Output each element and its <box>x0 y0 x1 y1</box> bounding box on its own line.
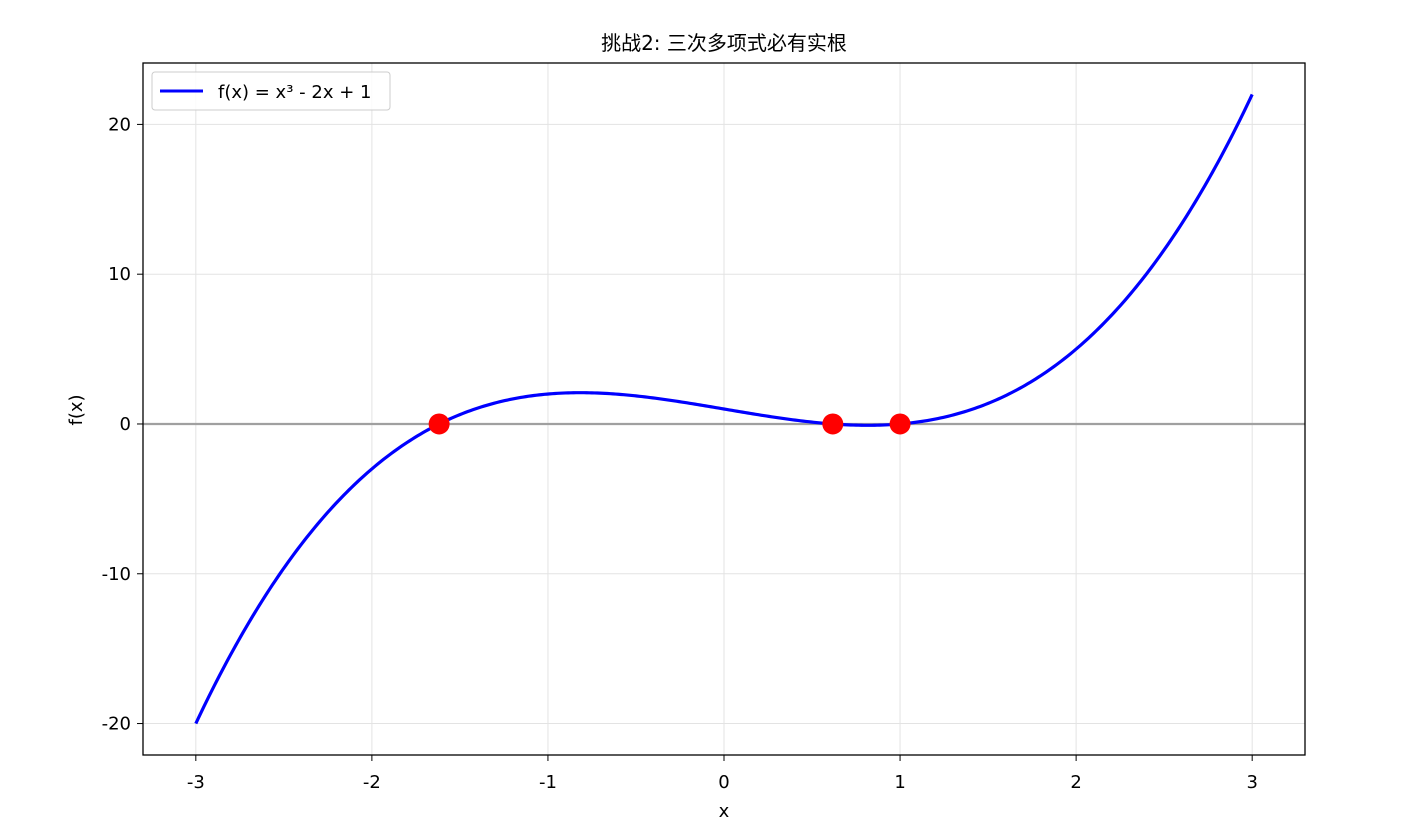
x-tick-label: -2 <box>363 772 381 793</box>
y-tick-label: -10 <box>102 564 131 585</box>
series-line-fx <box>194 93 1254 725</box>
series-layer <box>194 93 1254 725</box>
root-point <box>428 413 450 435</box>
x-tick-label: 3 <box>1246 772 1257 793</box>
legend-label: f(x) = x³ - 2x + 1 <box>218 82 371 103</box>
x-tick-label: 0 <box>718 772 729 793</box>
x-axis-ticks: -3 -2 -1 0 1 2 3 <box>187 755 1258 793</box>
chart-title: 挑战2: 三次多项式必有实根 <box>601 31 847 55</box>
root-point <box>889 413 911 435</box>
y-tick-label: -20 <box>102 714 131 735</box>
x-tick-label: -3 <box>187 772 205 793</box>
x-tick-label: 2 <box>1070 772 1081 793</box>
x-axis-label: x <box>719 801 730 822</box>
x-tick-label: 1 <box>894 772 905 793</box>
y-axis-label: f(x) <box>66 394 87 425</box>
legend-box <box>151 71 391 111</box>
y-tick-label: 10 <box>108 264 131 285</box>
y-tick-label: 0 <box>120 414 131 435</box>
y-tick-label: 20 <box>108 114 131 135</box>
root-point <box>822 413 844 435</box>
points-layer <box>428 413 911 435</box>
legend: f(x) = x³ - 2x + 1 <box>151 71 391 111</box>
y-axis-ticks: -20 -10 0 10 20 <box>102 114 143 735</box>
x-tick-label: -1 <box>539 772 557 793</box>
